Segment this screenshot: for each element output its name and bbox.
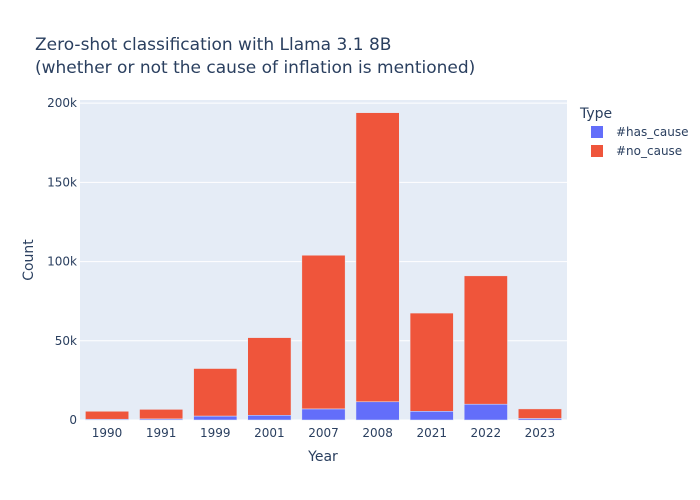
legend: Type #has_cause #no_cause: [579, 106, 688, 158]
chart-title-line-1: Zero-shot classification with Llama 3.1 …: [35, 35, 391, 55]
legend-title: Type: [579, 106, 612, 122]
y-tick-label: 0: [69, 413, 77, 427]
bar-no-cause-2001[interactable]: [247, 337, 292, 416]
x-tick-label: 1991: [146, 426, 177, 440]
x-axis-ticks: 1990 1991 1999 2001 2007 2008 2021 2022 2023: [92, 426, 555, 440]
legend-swatch-has-cause[interactable]: [591, 126, 603, 138]
y-axis-ticks: 0 50k 100k 150k 200k: [47, 96, 77, 427]
x-tick-label: 2007: [308, 426, 339, 440]
legend-label: #has_cause: [616, 125, 688, 139]
chart-title-line-2: (whether or not the cause of inflation i…: [35, 58, 475, 78]
bar-no-cause-2023[interactable]: [518, 408, 562, 419]
bar-no-cause-2007[interactable]: [301, 254, 346, 410]
legend-swatch-no-cause[interactable]: [591, 145, 603, 157]
x-tick-label: 2021: [416, 426, 447, 440]
bar-has-cause-2022[interactable]: [463, 403, 508, 421]
y-axis-title: Count: [21, 239, 37, 281]
y-tick-label: 150k: [47, 175, 77, 189]
legend-label: #no_cause: [616, 144, 682, 158]
bar-has-cause-2008[interactable]: [355, 401, 400, 421]
bar-no-cause-1990[interactable]: [85, 411, 129, 420]
y-tick-label: 50k: [55, 334, 77, 348]
bar-has-cause-1999[interactable]: [193, 415, 238, 421]
x-axis-title: Year: [307, 449, 338, 465]
bar-no-cause-2021[interactable]: [409, 312, 454, 412]
bar-no-cause-1999[interactable]: [193, 368, 238, 417]
y-tick-label: 100k: [47, 255, 77, 269]
bar-has-cause-2007[interactable]: [301, 408, 346, 421]
x-tick-label: 2008: [362, 426, 393, 440]
bar-no-cause-1991[interactable]: [139, 409, 184, 420]
x-tick-label: 2001: [254, 426, 285, 440]
x-tick-label: 1990: [92, 426, 123, 440]
y-tick-label: 200k: [47, 96, 77, 110]
bar-no-cause-2022[interactable]: [463, 275, 508, 405]
x-tick-label: 2022: [471, 426, 502, 440]
x-tick-label: 2023: [525, 426, 556, 440]
x-tick-label: 1999: [200, 426, 231, 440]
bar-no-cause-2008[interactable]: [355, 112, 400, 403]
bar-has-cause-2001[interactable]: [247, 414, 292, 421]
bars: [85, 112, 562, 421]
bar-has-cause-2021[interactable]: [409, 411, 454, 421]
